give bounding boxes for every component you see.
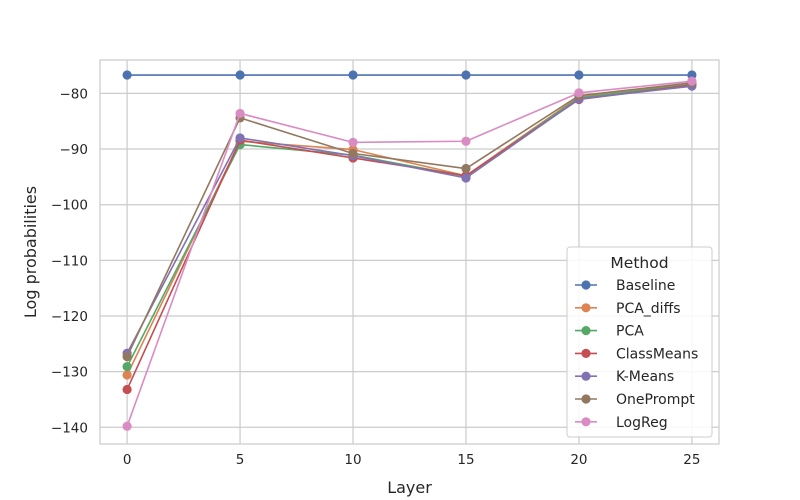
data-point <box>687 76 697 86</box>
series-logreg <box>122 76 697 431</box>
legend: Method Baseline PCA_diffs PCA ClassMeans K-M… <box>566 246 713 438</box>
data-point <box>122 352 132 362</box>
legend-label: PCA <box>616 324 644 340</box>
legend-swatch-marker <box>581 394 591 404</box>
data-point <box>122 384 132 395</box>
data-point <box>122 421 132 431</box>
y-tick-label: −90 <box>60 142 89 158</box>
legend-item: K-Means <box>575 369 674 385</box>
x-tick-label: 5 <box>236 452 245 468</box>
x-tick-label: 20 <box>570 452 587 468</box>
data-point <box>122 370 132 380</box>
series-line <box>126 80 692 427</box>
legend-title: Method <box>610 254 668 272</box>
legend-label: OnePrompt <box>616 392 695 408</box>
data-point <box>461 173 471 183</box>
legend-swatch-marker <box>581 417 591 427</box>
legend-label: LogReg <box>616 415 668 431</box>
legend-label: Baseline <box>616 278 675 294</box>
legend-label: ClassMeans <box>616 346 698 362</box>
legend-swatch-marker <box>581 326 591 336</box>
legend-item: ClassMeans <box>575 346 698 362</box>
data-point <box>461 163 471 174</box>
x-axis-label: Layer <box>387 478 432 497</box>
plot-area <box>99 59 720 445</box>
legend-item: Baseline <box>575 278 675 294</box>
series-group <box>122 70 697 431</box>
data-point <box>574 70 584 80</box>
series-line <box>126 82 692 357</box>
legend-item: OnePrompt <box>575 392 695 408</box>
legend-swatch-marker <box>581 348 591 358</box>
legend-swatch-marker <box>581 371 591 381</box>
y-tick-label: −140 <box>51 420 88 436</box>
legend-swatch-marker <box>581 303 591 313</box>
y-axis-label: Log probabilities <box>21 186 40 318</box>
y-tick-label: −80 <box>60 86 89 102</box>
data-point <box>348 148 358 159</box>
legend-item: LogReg <box>575 415 668 431</box>
y-tick-label: −130 <box>51 365 88 381</box>
tick-labels: 0 5 10 15 20 25 −80 −90 −100 −110 −120 −130 −140 <box>51 86 701 468</box>
legend-item: PCA_diffs <box>575 301 681 317</box>
legend-label: PCA_diffs <box>616 301 681 317</box>
data-point <box>235 133 245 143</box>
x-tick-label: 15 <box>457 452 474 468</box>
data-point <box>122 362 132 372</box>
x-tick-label: 25 <box>683 452 700 468</box>
x-tick-label: 0 <box>123 452 132 468</box>
data-point <box>348 70 358 80</box>
y-tick-label: −120 <box>51 309 88 325</box>
legend-swatch-marker <box>581 280 591 290</box>
series-baseline <box>122 70 697 80</box>
legend-item: PCA <box>575 324 644 340</box>
data-point <box>461 70 471 80</box>
y-tick-label: −100 <box>51 198 88 214</box>
data-point <box>122 70 132 80</box>
data-point <box>461 136 471 146</box>
data-point <box>235 70 245 80</box>
y-tick-label: −110 <box>51 253 88 269</box>
data-point <box>348 137 358 147</box>
data-point <box>574 88 584 98</box>
series-line <box>126 85 692 354</box>
data-point <box>235 108 245 119</box>
legend-label: K-Means <box>616 369 674 385</box>
x-tick-label: 10 <box>344 452 361 468</box>
legend-box <box>566 246 713 438</box>
